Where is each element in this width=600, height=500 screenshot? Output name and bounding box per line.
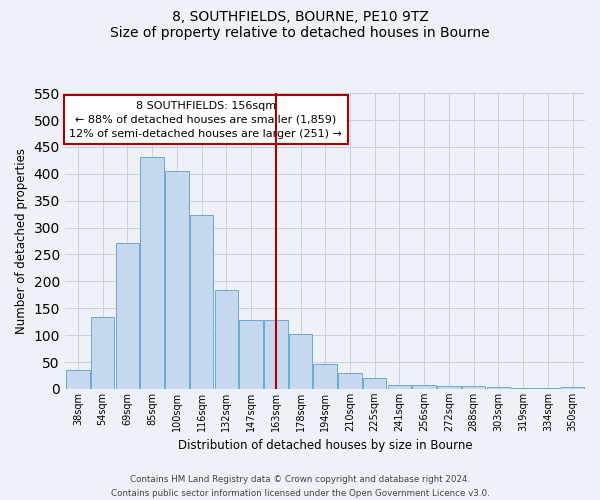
Bar bbox=[338, 373, 362, 389]
Bar bbox=[313, 364, 337, 389]
Bar bbox=[363, 378, 386, 389]
Bar bbox=[165, 171, 188, 389]
Bar bbox=[487, 388, 510, 389]
Bar bbox=[511, 388, 535, 389]
Y-axis label: Number of detached properties: Number of detached properties bbox=[15, 148, 28, 334]
Bar bbox=[462, 386, 485, 389]
X-axis label: Distribution of detached houses by size in Bourne: Distribution of detached houses by size … bbox=[178, 440, 473, 452]
Bar bbox=[412, 384, 436, 389]
Bar bbox=[289, 334, 312, 389]
Text: Contains HM Land Registry data © Crown copyright and database right 2024.
Contai: Contains HM Land Registry data © Crown c… bbox=[110, 476, 490, 498]
Bar bbox=[437, 386, 461, 389]
Bar bbox=[140, 156, 164, 389]
Text: 8, SOUTHFIELDS, BOURNE, PE10 9TZ
Size of property relative to detached houses in: 8, SOUTHFIELDS, BOURNE, PE10 9TZ Size of… bbox=[110, 10, 490, 40]
Bar bbox=[66, 370, 89, 389]
Bar bbox=[536, 388, 560, 389]
Bar bbox=[388, 384, 411, 389]
Bar bbox=[561, 388, 584, 389]
Bar bbox=[215, 290, 238, 389]
Bar bbox=[91, 318, 115, 389]
Bar bbox=[116, 242, 139, 389]
Bar bbox=[264, 320, 287, 389]
Bar bbox=[190, 215, 214, 389]
Text: 8 SOUTHFIELDS: 156sqm
← 88% of detached houses are smaller (1,859)
12% of semi-d: 8 SOUTHFIELDS: 156sqm ← 88% of detached … bbox=[70, 100, 342, 138]
Bar bbox=[239, 320, 263, 389]
